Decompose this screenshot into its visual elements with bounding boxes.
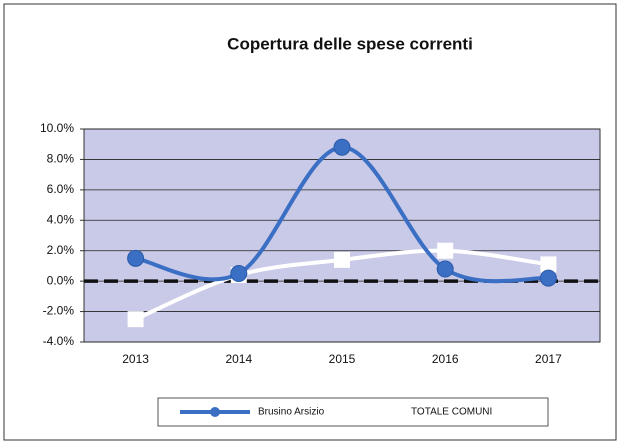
marker xyxy=(127,311,144,328)
y-tick-label: -2.0% xyxy=(43,304,75,318)
x-tick-label: 2017 xyxy=(535,352,562,366)
marker xyxy=(436,260,454,278)
marker xyxy=(539,269,557,287)
marker xyxy=(334,251,350,268)
y-tick-label: 10.0% xyxy=(40,121,74,135)
x-tick-label: 2016 xyxy=(432,352,459,366)
legend-marker xyxy=(210,407,220,417)
x-tick-label: 2014 xyxy=(225,352,252,366)
marker xyxy=(540,256,557,273)
chart-title: Copertura delle spese correnti xyxy=(227,34,473,53)
legend-label: Brusino Arsizio xyxy=(258,407,325,418)
x-tick-label: 2015 xyxy=(329,352,356,366)
y-tick-label: -4.0% xyxy=(43,334,75,348)
marker xyxy=(127,249,145,267)
marker xyxy=(437,242,454,259)
y-tick-label: 6.0% xyxy=(47,182,75,196)
y-tick-label: 2.0% xyxy=(47,243,75,257)
plot-area xyxy=(83,128,601,343)
legend-label: TOTALE COMUNI xyxy=(411,407,492,418)
x-tick-label: 2013 xyxy=(122,352,149,366)
y-tick-label: 8.0% xyxy=(47,152,75,166)
y-tick-label: 0.0% xyxy=(47,273,75,287)
marker xyxy=(333,138,351,156)
marker xyxy=(230,265,248,283)
legend-marker xyxy=(362,406,374,418)
y-tick-label: 4.0% xyxy=(47,212,75,226)
